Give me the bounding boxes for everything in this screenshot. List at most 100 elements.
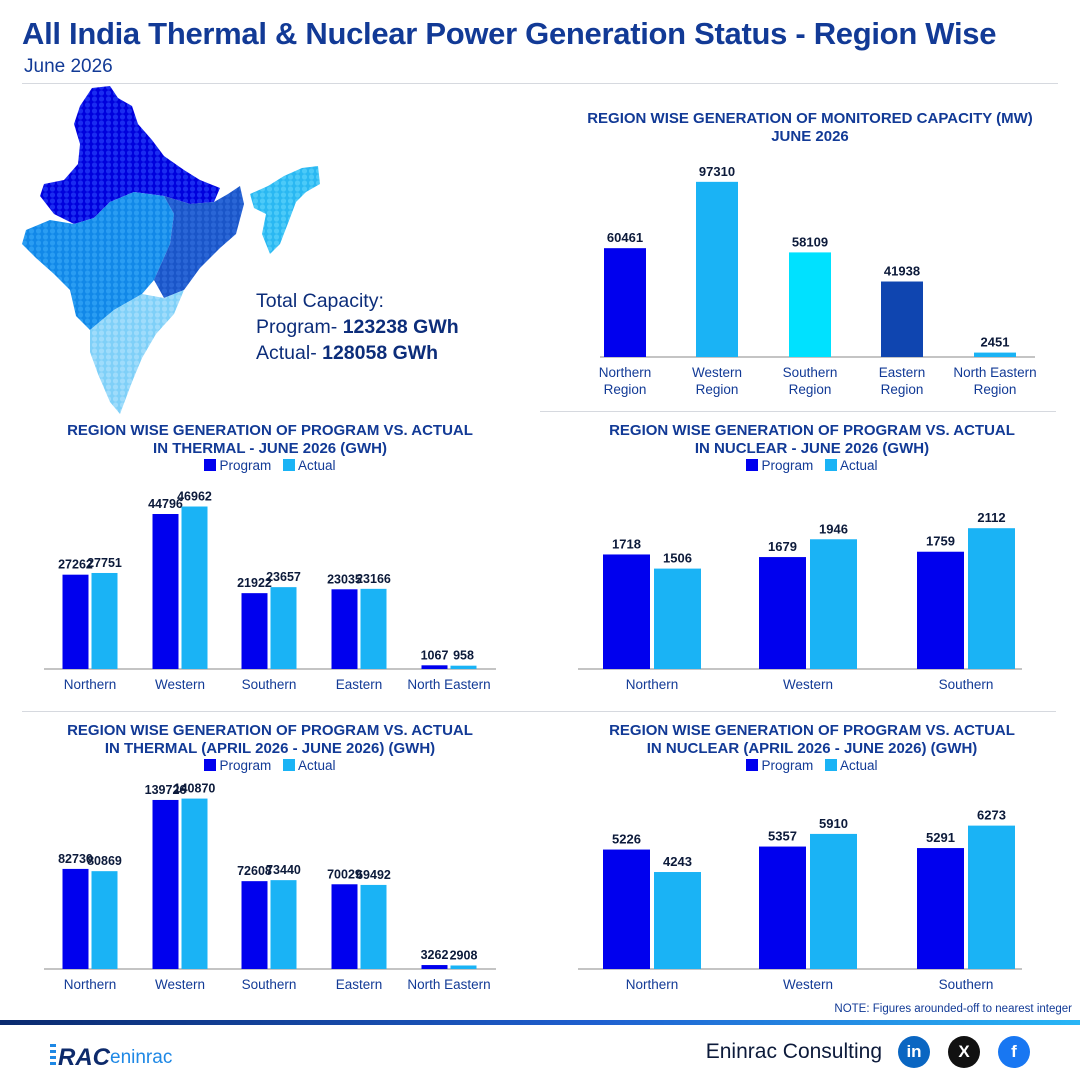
legend-actual-swatch (825, 459, 837, 471)
total-capacity-label: Total Capacity: (256, 290, 384, 312)
x-twitter-icon[interactable]: X (948, 1036, 980, 1068)
thermal-june-bar-program (62, 574, 89, 669)
thermal-june-data-label: 23035 (327, 572, 362, 586)
capacity-bar (881, 281, 923, 357)
capacity-data-label: 2451 (981, 335, 1010, 350)
india-region-map (22, 86, 320, 414)
nuclear-ytd-chart-panel: REGION WISE GENERATION OF PROGRAM VS. AC… (562, 722, 1062, 1000)
capacity-category-label: Northern (599, 365, 652, 380)
nuclear-june-category-label: Northern (626, 677, 679, 692)
capacity-category-label: North Eastern (953, 365, 1036, 380)
thermal-june-data-label: 27751 (87, 556, 122, 570)
legend-actual-label: Actual (840, 758, 878, 773)
thermal-ytd-category-label: Northern (64, 977, 117, 992)
thermal-june-bar-program (331, 589, 358, 669)
thermal-june-category-label: Southern (242, 677, 297, 692)
thermal-ytd-data-label: 3262 (421, 948, 449, 962)
legend-actual-label: Actual (840, 458, 878, 473)
thermal-june-bar-program (421, 665, 448, 669)
thermal-ytd-bar-actual (360, 884, 387, 969)
legend-program: Program (204, 758, 271, 773)
actual-capacity-value: 128058 GWh (322, 342, 439, 364)
legend-program-swatch (204, 759, 217, 771)
nuclear-june-chart-title: REGION WISE GENERATION OF PROGRAM VS. AC… (562, 422, 1062, 458)
nuclear-june-bar-actual (968, 528, 1015, 669)
footer-bar (0, 1020, 1080, 1025)
capacity-category-label: Western (692, 365, 742, 380)
nuclear-june-title-line1: REGION WISE GENERATION OF PROGRAM VS. AC… (609, 422, 1015, 439)
legend-program: Program (746, 758, 813, 773)
thermal-ytd-legend: Program Actual (18, 758, 522, 773)
capacity-bar (604, 248, 646, 357)
thermal-ytd-bar-program (331, 884, 358, 969)
page-title: All India Thermal & Nuclear Power Genera… (22, 16, 997, 51)
thermal-ytd-category-label: Southern (242, 977, 297, 992)
nuclear-ytd-category-label: Northern (626, 977, 679, 992)
thermal-ytd-category-label: Eastern (336, 977, 383, 992)
nuclear-june-bar-program (603, 554, 650, 669)
map-north-eastern-region (250, 166, 320, 254)
thermal-june-chart-panel: REGION WISE GENERATION OF PROGRAM VS. AC… (18, 422, 522, 700)
nuclear-ytd-title-line1: REGION WISE GENERATION OF PROGRAM VS. AC… (609, 722, 1015, 739)
legend-program: Program (204, 458, 271, 473)
thermal-ytd-chart-panel: REGION WISE GENERATION OF PROGRAM VS. AC… (18, 722, 522, 1000)
nuclear-june-data-label: 1718 (612, 536, 641, 551)
legend-actual: Actual (825, 458, 878, 473)
program-capacity-line: Program- 123238 GWh (256, 314, 459, 340)
capacity-category-label: Region (789, 382, 832, 397)
nuclear-ytd-data-label: 5226 (612, 832, 641, 847)
legend-actual-swatch (825, 759, 837, 771)
legend-program: Program (746, 458, 813, 473)
logo-text-rac: RAC (58, 1044, 111, 1071)
capacity-title-line1: REGION WISE GENERATION OF MONITORED CAPA… (587, 110, 1033, 127)
program-capacity-prefix: Program- (256, 316, 343, 338)
nuclear-ytd-data-label: 5291 (926, 830, 955, 845)
linkedin-icon[interactable]: in (898, 1036, 930, 1068)
legend-actual: Actual (283, 758, 336, 773)
thermal-june-data-label: 23166 (356, 572, 391, 586)
thermal-ytd-bar-program (152, 799, 179, 969)
thermal-ytd-data-label: 139726 (145, 783, 187, 797)
thermal-june-data-label: 44796 (148, 497, 183, 511)
thermal-ytd-category-label: North Eastern (407, 977, 490, 992)
legend-actual-swatch (283, 759, 295, 771)
thermal-ytd-data-label: 82730 (58, 852, 93, 866)
map-eastern-region (154, 186, 244, 298)
thermal-june-title-line1: REGION WISE GENERATION OF PROGRAM VS. AC… (67, 422, 473, 439)
nuclear-ytd-data-label: 5910 (819, 816, 848, 831)
eninrac-logo[interactable]: RAC eninrac (48, 1038, 188, 1072)
nuclear-ytd-data-label: 5357 (768, 829, 797, 844)
nuclear-june-chart-panel: REGION WISE GENERATION OF PROGRAM VS. AC… (562, 422, 1062, 700)
legend-program-label: Program (219, 458, 272, 473)
thermal-ytd-data-label: 69492 (356, 868, 391, 882)
capacity-category-label: Region (604, 382, 647, 397)
capacity-category-label: Southern (783, 365, 838, 380)
thermal-ytd-bar-actual (181, 798, 208, 969)
thermal-ytd-data-label: 72608 (237, 864, 272, 878)
program-capacity-value: 123238 GWh (342, 316, 459, 338)
nuclear-ytd-bar-actual (968, 825, 1015, 969)
capacity-chart-panel: REGION WISE GENERATION OF MONITORED CAPA… (540, 110, 1080, 406)
legend-actual-swatch (283, 459, 295, 471)
thermal-june-data-label: 1067 (421, 648, 449, 662)
thermal-june-legend: Program Actual (18, 458, 522, 473)
nuclear-june-bar-chart: 1718 1506 Northern 1679 1946 Western 1759 2112 S… (578, 510, 1022, 692)
capacity-data-label: 58109 (792, 234, 828, 249)
nuclear-ytd-category-label: Western (783, 977, 833, 992)
nuclear-june-data-label: 1759 (926, 534, 955, 549)
capacity-bar (696, 181, 738, 357)
capacity-data-label: 60461 (607, 230, 643, 245)
thermal-june-data-label: 46962 (177, 490, 212, 504)
nuclear-june-bar-actual (654, 568, 701, 669)
thermal-ytd-title-line2: IN THERMAL (APRIL 2026 - JUNE 2026) (GWH… (104, 740, 436, 757)
facebook-icon[interactable]: f (998, 1036, 1030, 1068)
actual-capacity-line: Actual- 128058 GWh (256, 340, 459, 366)
capacity-bar-chart: 60461 Northern Region 97310 Western Region 581… (599, 164, 1037, 397)
legend-program-label: Program (761, 758, 814, 773)
eninrac-logo-mark: RAC eninrac (50, 1044, 172, 1071)
thermal-june-category-label: Northern (64, 677, 117, 692)
nuclear-ytd-legend: Program Actual (562, 758, 1062, 773)
divider-right-1 (540, 411, 1056, 412)
capacity-category-label: Region (696, 382, 739, 397)
